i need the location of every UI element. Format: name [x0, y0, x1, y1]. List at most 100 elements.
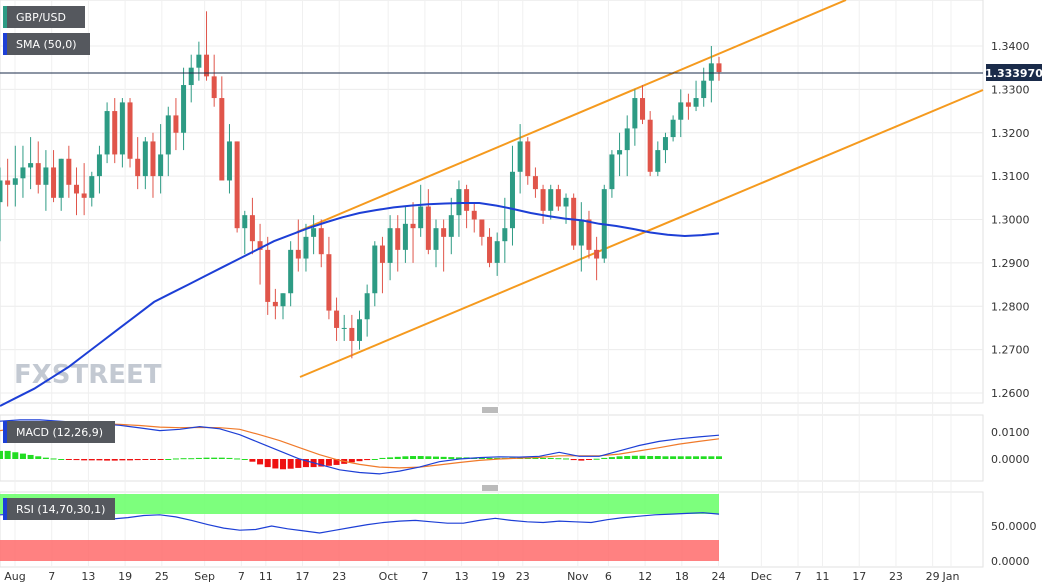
candle-body	[655, 150, 661, 172]
candle	[372, 241, 378, 307]
macd-histogram-bar	[631, 455, 638, 459]
candle	[295, 219, 301, 272]
candle	[51, 150, 57, 203]
macd-histogram-bar	[540, 457, 547, 459]
last-price-badge	[986, 64, 1042, 81]
candle	[586, 210, 592, 259]
candle	[12, 145, 18, 207]
macd-histogram-bar	[440, 456, 447, 459]
macd-histogram-bar	[149, 459, 156, 460]
candle	[632, 89, 638, 146]
rsi-resize-handle[interactable]	[478, 484, 502, 491]
candle-body	[318, 228, 324, 255]
candle-body	[219, 98, 225, 181]
macd-histogram-bar	[165, 459, 172, 460]
candle-body	[211, 76, 217, 99]
macd-histogram-bar	[42, 457, 49, 459]
price-tick-label: 1.2900	[991, 257, 1030, 270]
macd-histogram-bar	[547, 457, 554, 459]
candle-body	[670, 119, 676, 138]
macd-histogram-bar	[716, 456, 722, 459]
macd-histogram-bar	[585, 459, 592, 460]
candle-body	[471, 210, 477, 220]
candle	[58, 158, 64, 211]
candle	[280, 293, 286, 320]
macd-histogram-bar	[302, 459, 309, 468]
candle	[571, 193, 577, 250]
macd-histogram-bar	[81, 459, 88, 461]
candle	[364, 284, 370, 337]
candle	[127, 98, 133, 168]
macd-histogram-bar	[670, 456, 677, 459]
time-tick-label: 23	[332, 570, 346, 583]
candle	[662, 132, 668, 164]
macd-line	[0, 419, 720, 475]
macd-histogram-bar	[478, 457, 485, 459]
candle	[555, 184, 561, 211]
candle	[119, 98, 125, 168]
candle	[433, 219, 439, 268]
candle-body	[43, 167, 49, 185]
macd-histogram-bar	[88, 459, 95, 461]
candle-body	[448, 215, 454, 237]
time-tick-label: 19	[118, 570, 132, 583]
macd-histogram-bar	[127, 459, 134, 461]
macd-histogram-bar	[348, 459, 355, 463]
rsi-tick-label: 50.0000	[991, 520, 1037, 533]
candle-body	[410, 223, 416, 229]
macd-histogram-bar	[0, 450, 3, 459]
legend-sma[interactable]: SMA (50,0)	[3, 33, 90, 55]
macd-histogram-bar	[65, 459, 72, 460]
macd-histogram-bar	[555, 458, 562, 460]
channel-upper-line	[296, 0, 847, 233]
legend-symbol[interactable]: GBP/USD	[3, 6, 85, 28]
candle-body	[58, 158, 64, 198]
macd-histogram-bar	[35, 456, 42, 459]
macd-tick-label: 0.0100	[991, 426, 1030, 439]
macd-histogram-bar	[203, 457, 210, 459]
candle	[494, 232, 500, 276]
macd-histogram-bar	[195, 457, 202, 459]
macd-histogram-bar	[272, 459, 279, 469]
candle-body	[571, 197, 577, 246]
legend-rsi[interactable]: RSI (14,70,30,1)	[3, 498, 115, 520]
macd-histogram-bar	[318, 459, 325, 467]
candle-body	[379, 245, 385, 263]
macd-histogram-bar	[249, 459, 256, 462]
macd-histogram-bar	[700, 456, 707, 459]
candle-body	[678, 102, 684, 120]
time-tick-label: Dec	[751, 570, 772, 583]
candle-body	[341, 327, 347, 329]
candle	[104, 102, 110, 164]
price-axis: 1.3400 1.3300 1.3200 1.3100 1.3000 1.2900 1.28…	[991, 40, 1030, 400]
time-tick-label: 13	[455, 570, 469, 583]
legend-macd[interactable]: MACD (12,26,9)	[3, 421, 115, 443]
candle-body	[257, 241, 263, 250]
macd-histogram-bar	[172, 458, 179, 460]
candle	[402, 206, 408, 263]
macd-histogram-bar	[295, 459, 302, 468]
macd-histogram-bar	[287, 459, 294, 469]
macd-histogram-bar	[211, 457, 218, 459]
macd-histogram-bar	[494, 457, 501, 459]
macd-histogram-bar	[241, 459, 248, 460]
candle-body	[479, 219, 485, 237]
candle	[701, 67, 707, 107]
macd-resize-handle[interactable]	[478, 406, 502, 413]
candle-body	[303, 236, 309, 259]
candle-body	[127, 102, 133, 159]
candle-body	[395, 228, 401, 250]
candle	[43, 150, 49, 211]
rsi-tick-label: 0.0000	[991, 555, 1030, 568]
candle-body	[204, 54, 210, 77]
candle	[204, 11, 210, 81]
candle	[387, 215, 393, 281]
price-tick-label: 1.3100	[991, 170, 1030, 183]
candle	[410, 202, 416, 263]
price-tick-label: 1.2600	[991, 387, 1030, 400]
candle	[158, 124, 164, 194]
candle-body	[357, 319, 362, 341]
sma-line	[0, 202, 720, 407]
candle-body	[150, 141, 156, 177]
